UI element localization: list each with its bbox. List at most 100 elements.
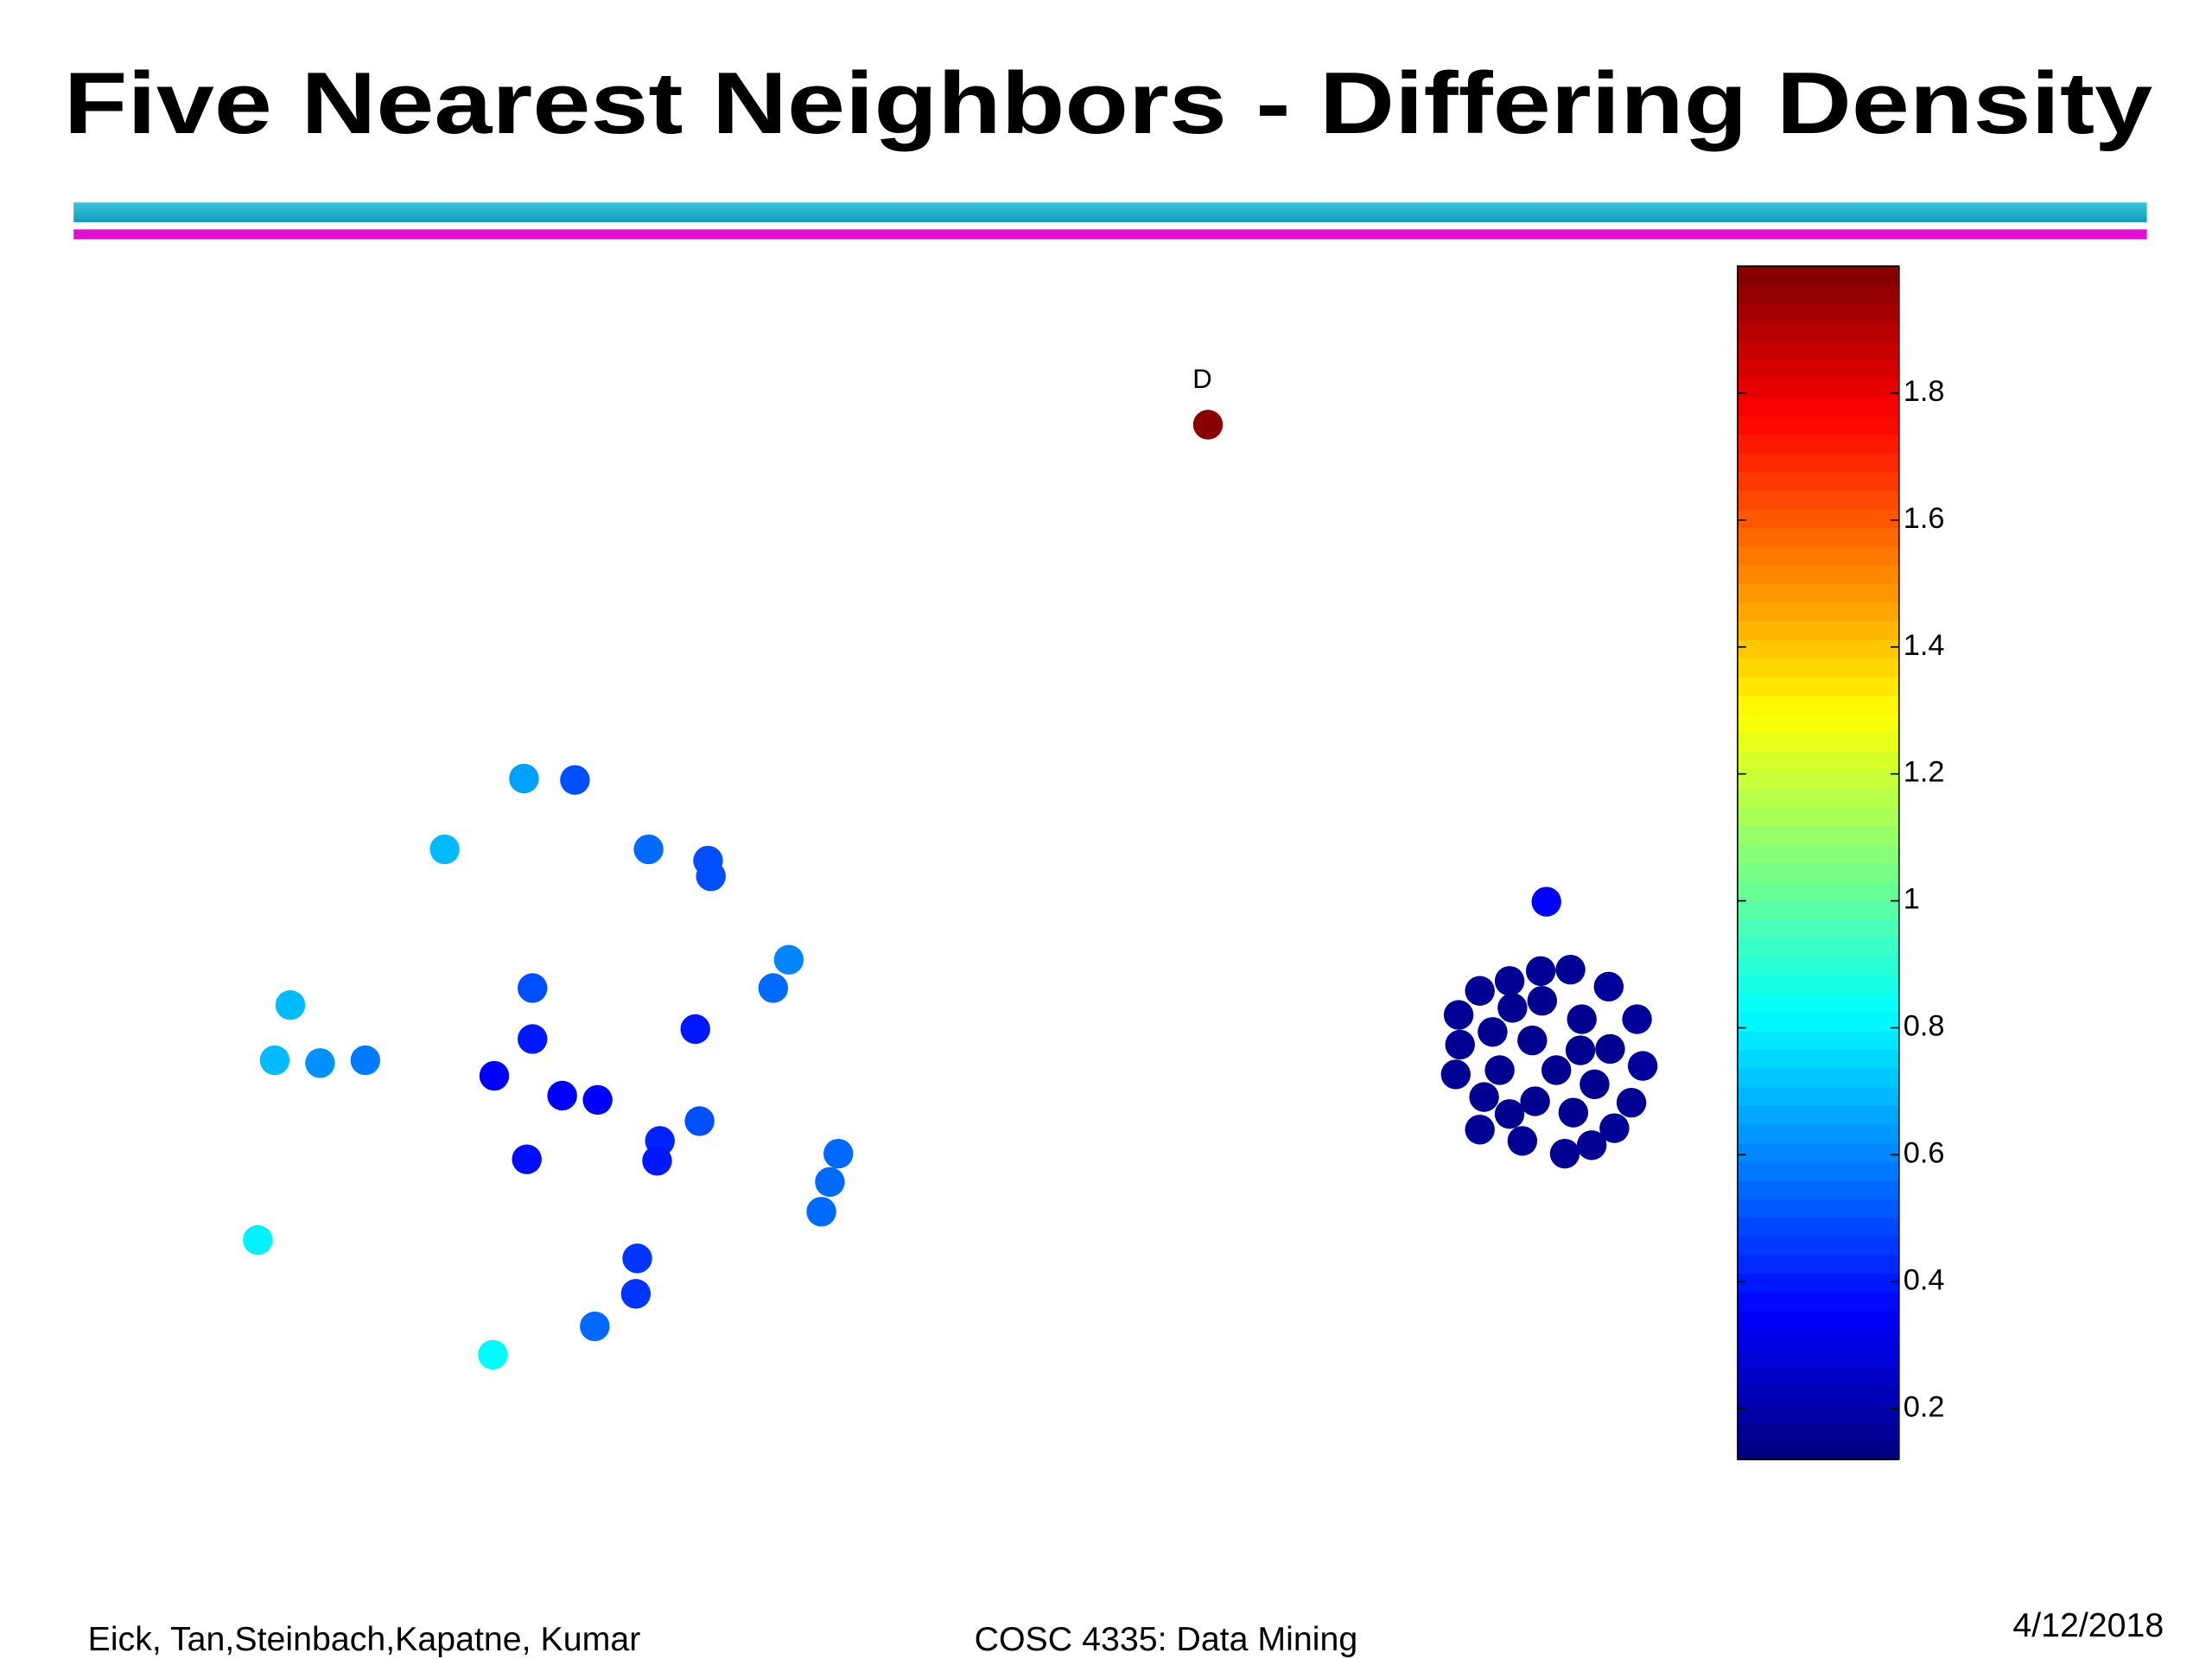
colorbar-swatch [1737, 1198, 1899, 1218]
point [518, 973, 548, 1003]
point [1599, 1113, 1630, 1143]
colorbar-swatch [1737, 359, 1899, 379]
colorbar-swatch [1737, 769, 1899, 790]
point [758, 973, 789, 1003]
point [1525, 956, 1556, 987]
colorbar-swatch [1737, 1421, 1899, 1442]
point [1494, 1099, 1525, 1129]
colorbar-swatch [1737, 397, 1899, 416]
point [1517, 1025, 1548, 1056]
point-annotation: D [1192, 364, 1211, 394]
colorbar-swatch [1737, 639, 1899, 659]
point [1484, 1055, 1515, 1085]
point [1465, 1115, 1495, 1145]
colorbar-swatch [1737, 862, 1899, 883]
colorbar-tick-label: 0.4 [1904, 1263, 1945, 1296]
point [479, 1060, 510, 1091]
colorbar-swatch [1737, 788, 1899, 808]
colorbar-swatch [1737, 1366, 1899, 1386]
scatter-plot: D [243, 364, 1658, 1370]
colorbar-swatch [1737, 1179, 1899, 1199]
point [1565, 1035, 1596, 1065]
point [1549, 1138, 1580, 1169]
point [1576, 1130, 1607, 1160]
colorbar-swatch [1737, 956, 1899, 976]
colorbar-tick-label: 0.2 [1904, 1390, 1945, 1423]
point [620, 1279, 652, 1309]
colorbar-swatch [1737, 1067, 1899, 1088]
colorbar-tick-label: 1.8 [1904, 375, 1945, 408]
point [1445, 1029, 1475, 1060]
colorbar-swatch [1737, 452, 1899, 473]
colorbar-swatch [1737, 993, 1899, 1014]
colorbar-swatch [1737, 321, 1899, 342]
point [518, 1024, 548, 1054]
colorbar-tick-label: 0.8 [1904, 1010, 1945, 1043]
colorbar-swatch [1737, 937, 1899, 957]
colorbar-tick-label: 0.6 [1904, 1137, 1945, 1170]
colorbar-swatch [1737, 1030, 1899, 1051]
colorbar-swatch [1737, 489, 1899, 510]
point [1616, 1087, 1647, 1118]
point [1494, 966, 1525, 996]
point [1555, 954, 1586, 985]
point [773, 944, 804, 975]
point [696, 861, 726, 892]
colorbar-swatch [1737, 1403, 1899, 1423]
point [580, 1311, 610, 1342]
footer-date: 4/12/2018 [2012, 1606, 2164, 1644]
point [684, 1106, 715, 1136]
colorbar-swatch [1737, 471, 1899, 491]
colorbar-swatch [1737, 1347, 1899, 1368]
point [305, 1048, 335, 1078]
point [622, 1243, 652, 1274]
colorbar-swatch [1737, 732, 1899, 753]
colorbar-swatch [1737, 434, 1899, 454]
point [1478, 1017, 1508, 1047]
colorbar-swatch [1737, 1086, 1899, 1107]
point [547, 1080, 577, 1111]
point [275, 989, 306, 1020]
colorbar-swatch [1737, 1310, 1899, 1330]
colorbar-swatch [1737, 751, 1899, 771]
colorbar-swatch [1737, 545, 1899, 566]
colorbar-tick-label: 1.2 [1904, 756, 1945, 789]
colorbar-swatch [1737, 974, 1899, 995]
colorbar-swatch [1737, 1123, 1899, 1144]
footer-course: COSC 4335: Data Mining [975, 1620, 1358, 1658]
colorbar-tick-label: 1.4 [1904, 629, 1945, 662]
colorbar-swatch [1737, 527, 1899, 547]
colorbar-swatch [1737, 1217, 1899, 1237]
colorbar-swatch [1737, 1254, 1899, 1274]
colorbar-swatch [1737, 1273, 1899, 1293]
colorbar-swatch [1737, 1440, 1899, 1460]
colorbar-frame [1737, 265, 1900, 1460]
colorbar-swatch [1737, 658, 1899, 677]
point [1440, 1059, 1471, 1090]
point [680, 1014, 710, 1045]
colorbar: 0.2 0.4 0.6 0.8 1 1.2 1.4 1.6 1.8 [1737, 265, 1945, 1460]
colorbar-tick-label: 1.6 [1904, 502, 1945, 535]
point [560, 765, 590, 795]
footer-authors: Eick, Tan,Steinbach,Kapatne, Kumar [88, 1620, 641, 1658]
colorbar-swatch [1737, 582, 1899, 603]
colorbar-swatch [1737, 508, 1899, 529]
point [1520, 1086, 1550, 1116]
colorbar-swatch [1737, 1105, 1899, 1125]
point [259, 1045, 290, 1076]
colorbar-swatch [1737, 1291, 1899, 1312]
point [815, 1166, 845, 1198]
colorbar-swatch [1737, 881, 1899, 901]
slide-title: Five Nearest Neighbors - Differing Densi… [64, 54, 2152, 152]
point [1497, 993, 1528, 1023]
point [1567, 1004, 1597, 1034]
colorbar-swatch [1737, 843, 1899, 864]
point [512, 1144, 542, 1174]
colorbar-swatch [1737, 378, 1899, 398]
colorbar-swatch [1737, 695, 1899, 715]
colorbar-swatch [1737, 1012, 1899, 1032]
colorbar-swatch [1737, 265, 1899, 286]
point [1465, 976, 1495, 1006]
colorbar-swatch [1737, 1160, 1899, 1181]
colorbar-swatch [1737, 1384, 1899, 1405]
